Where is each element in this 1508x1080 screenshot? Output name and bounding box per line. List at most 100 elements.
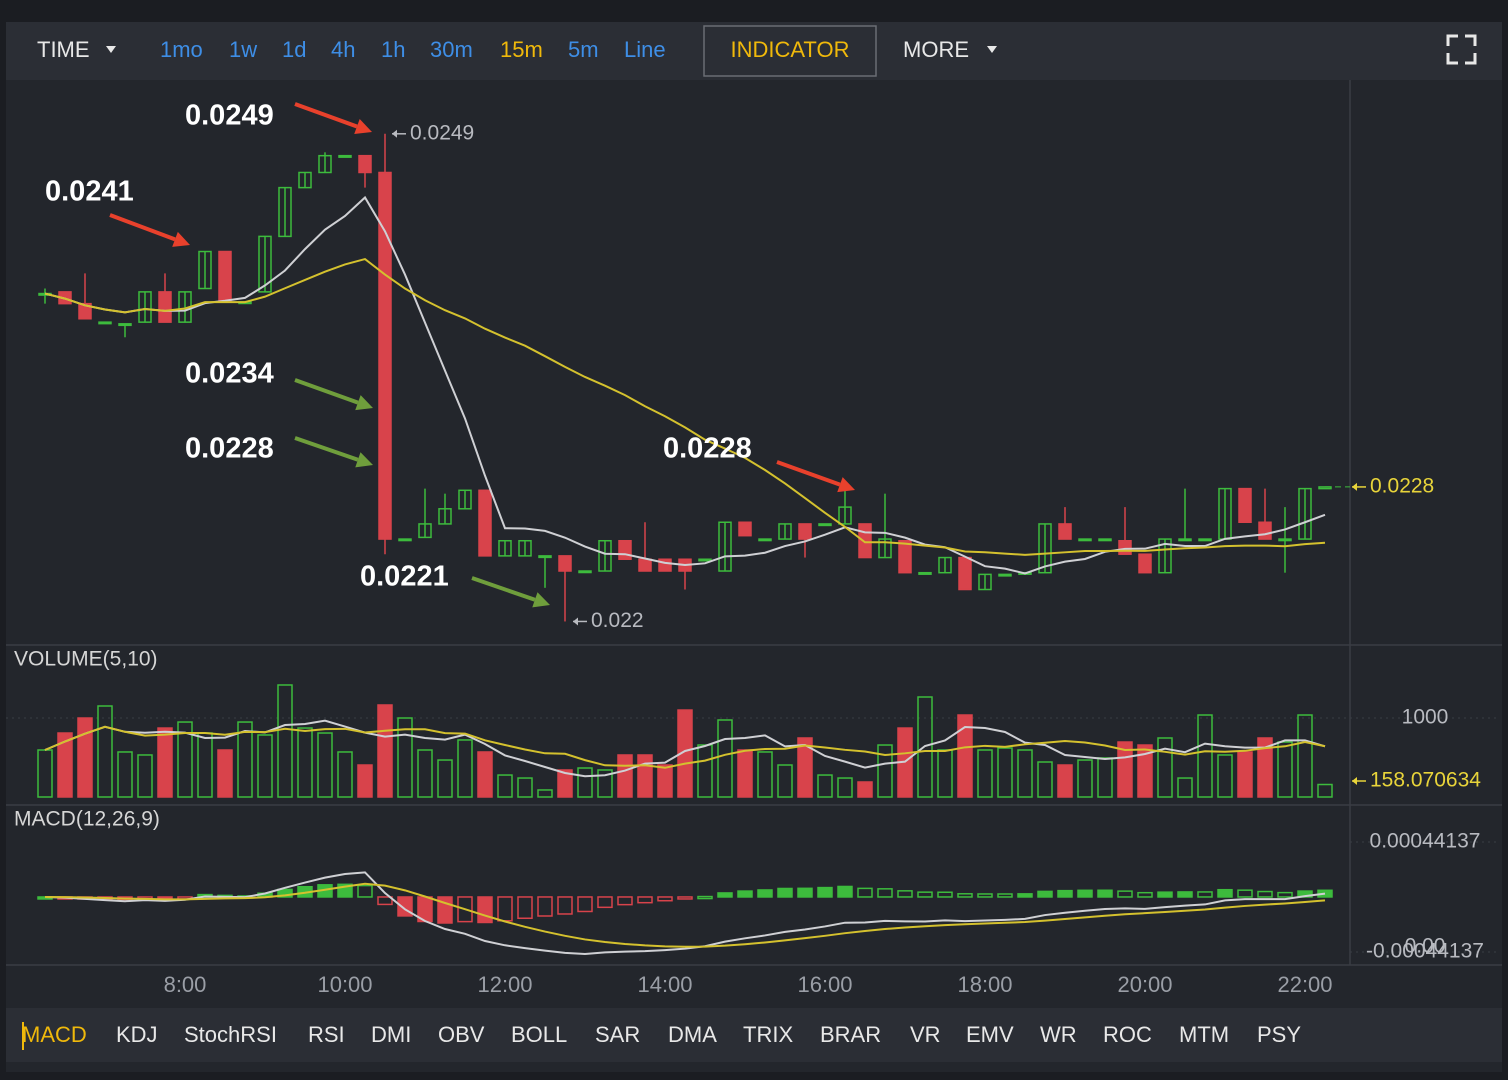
interval-button[interactable]: Line — [624, 37, 666, 62]
volume-bar — [77, 717, 93, 798]
interval-button[interactable]: 30m — [430, 37, 473, 62]
volume-bar — [857, 781, 873, 798]
indicator-tab[interactable]: StochRSI — [184, 1022, 277, 1047]
volume-bar — [717, 719, 733, 798]
volume-bar — [397, 717, 413, 798]
macd-bar — [1237, 889, 1253, 898]
volume-bar — [1097, 757, 1113, 798]
macd-bar — [1057, 889, 1073, 898]
candle-body — [518, 539, 532, 557]
volume-bar — [837, 777, 853, 798]
indicator-tab[interactable]: MACD — [22, 1022, 87, 1047]
indicator-tab[interactable]: PSY — [1257, 1022, 1301, 1047]
indicator-button[interactable] — [703, 25, 877, 77]
volume-bar — [537, 789, 553, 798]
x-tick-label: 18:00 — [957, 972, 1012, 997]
indicator-tab[interactable]: RSI — [308, 1022, 345, 1047]
volume-bar — [437, 759, 453, 798]
candle-body — [858, 523, 872, 559]
volume-ma-line — [44, 725, 1326, 769]
annotation-arrowhead — [355, 452, 373, 468]
macd-bar — [997, 893, 1013, 898]
candle-body — [778, 523, 792, 540]
indicator-tab[interactable]: WR — [1040, 1022, 1077, 1047]
candle-body — [618, 539, 632, 560]
time-menu[interactable]: TIME — [37, 37, 90, 62]
candle-body — [1118, 539, 1132, 555]
macd-bar — [617, 896, 633, 906]
candle-body — [1058, 523, 1072, 540]
macd-bar — [917, 891, 933, 898]
indicator-tab[interactable]: ROC — [1103, 1022, 1152, 1047]
indicator-tab[interactable]: VR — [910, 1022, 941, 1047]
interval-button[interactable]: 1h — [381, 37, 405, 62]
candle-body — [598, 539, 612, 572]
interval-button[interactable]: 1mo — [160, 37, 203, 62]
candle-body — [498, 539, 512, 557]
candle-body — [898, 539, 912, 574]
indicator-tab[interactable]: DMA — [668, 1022, 717, 1047]
candle-body — [838, 506, 852, 525]
indicator-tab[interactable]: DMI — [371, 1022, 411, 1047]
interval-button[interactable]: 1d — [282, 37, 306, 62]
macd-bar — [1157, 891, 1173, 898]
macd-bar — [1017, 893, 1033, 898]
annotation-arrowhead — [172, 231, 190, 247]
macd-dea-line — [44, 882, 1326, 948]
candle-body — [278, 186, 292, 238]
fullscreen-icon[interactable] — [1446, 34, 1477, 65]
macd-bar — [957, 893, 973, 898]
candle-body — [1198, 538, 1212, 542]
price-marker: 158.070634 — [1370, 769, 1481, 792]
indicator-tab[interactable]: EMV — [966, 1022, 1014, 1047]
indicator-tab[interactable]: OBV — [438, 1022, 485, 1047]
indicator-tab[interactable]: BOLL — [511, 1022, 567, 1047]
interval-button[interactable]: 1w — [229, 37, 257, 62]
indicator-tab[interactable]: MTM — [1179, 1022, 1229, 1047]
volume-bar — [997, 747, 1013, 798]
x-tick-label: 8:00 — [164, 972, 207, 997]
macd-bar — [637, 896, 653, 904]
macd-bar — [597, 896, 613, 909]
interval-button[interactable]: 5m — [568, 37, 599, 62]
panel-separators — [6, 80, 1502, 966]
volume-bar — [357, 764, 373, 798]
price-marker: 0.022 — [591, 609, 644, 632]
tab-bar — [6, 1008, 1502, 1062]
volume-bar — [1177, 777, 1193, 798]
annotation: 0.0249 — [185, 100, 274, 132]
volume-bar — [457, 739, 473, 798]
volume-bar — [157, 727, 173, 798]
candle-body — [258, 235, 272, 293]
interval-button[interactable]: 4h — [331, 37, 355, 62]
price-marker: 0.0249 — [410, 121, 474, 144]
volume-bar — [257, 734, 273, 798]
indicator-tab[interactable]: SAR — [595, 1022, 640, 1047]
volume-bar — [117, 751, 133, 798]
volume-bar — [877, 744, 893, 798]
macd-bar — [737, 890, 753, 898]
candle-body — [438, 508, 452, 525]
volume-bar — [957, 714, 973, 798]
volume-bar — [377, 704, 393, 798]
candle-body — [1158, 538, 1172, 574]
indicator-label[interactable]: INDICATOR — [731, 37, 850, 62]
indicator-tab[interactable]: KDJ — [116, 1022, 158, 1047]
macd-bar — [1177, 891, 1193, 898]
volume-bar — [1017, 749, 1033, 798]
candle-body — [958, 556, 972, 591]
macd-bar — [757, 889, 773, 898]
candle-body — [1298, 487, 1312, 540]
x-tick-label: 22:00 — [1277, 972, 1332, 997]
volume-bar — [1057, 764, 1073, 798]
indicator-tab[interactable]: BRAR — [820, 1022, 881, 1047]
volume-bar — [737, 749, 753, 798]
macd-bar — [857, 887, 873, 898]
interval-button[interactable]: 15m — [500, 37, 543, 62]
macd-bar — [897, 890, 913, 898]
macd-bar — [837, 885, 853, 898]
indicator-tab[interactable]: TRIX — [743, 1022, 793, 1047]
more-menu[interactable]: MORE — [903, 37, 969, 62]
macd-bar — [1077, 889, 1093, 898]
candle-body — [1278, 538, 1292, 542]
